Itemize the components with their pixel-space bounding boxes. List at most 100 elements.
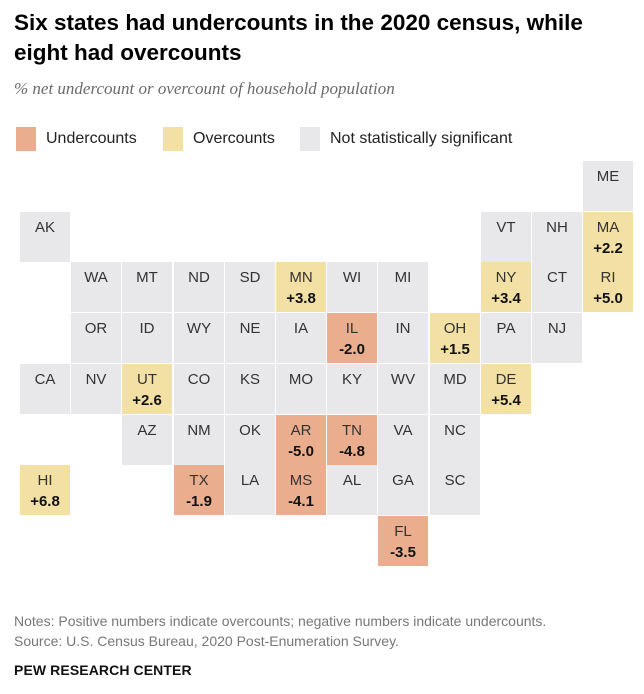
state-abbr: SD	[239, 269, 261, 286]
state-abbr: MO	[288, 371, 314, 388]
legend-label-overcounts: Overcounts	[193, 130, 275, 147]
state-abbr: IL	[345, 320, 359, 337]
state-tile-mn: MN +3.8	[276, 262, 326, 312]
state-tile-ms: MS -4.1	[276, 465, 326, 515]
legend-label-not-significant: Not statistically significant	[330, 130, 513, 147]
state-tile-ak: AK	[20, 212, 70, 262]
state-tile-ct: CT	[532, 262, 582, 312]
state-tile-ma: MA +2.2	[583, 212, 633, 262]
notes: Notes: Positive numbers indicate overcou…	[14, 611, 546, 651]
state-abbr: MS	[289, 472, 313, 489]
state-abbr: MN	[289, 269, 313, 286]
state-abbr: AK	[34, 219, 55, 236]
state-tile-co: CO	[174, 364, 224, 414]
state-tile-md: MD	[430, 364, 480, 414]
state-value: +1.5	[440, 341, 470, 358]
state-abbr: NE	[239, 320, 261, 337]
state-tile-wi: WI	[327, 262, 377, 312]
state-abbr: TX	[189, 472, 209, 489]
state-abbr: NM	[187, 422, 211, 439]
state-tile-ne: NE	[225, 313, 275, 363]
state-value: -1.9	[186, 493, 212, 510]
state-abbr: NV	[85, 371, 107, 388]
state-tile-or: OR	[71, 313, 121, 363]
state-abbr: CT	[547, 269, 567, 286]
state-abbr: LA	[240, 472, 260, 489]
state-abbr: NJ	[547, 320, 567, 337]
state-tile-oh: OH +1.5	[430, 313, 480, 363]
state-tile-al: AL	[327, 465, 377, 515]
state-abbr: ND	[188, 269, 210, 286]
state-abbr: WV	[390, 371, 416, 388]
state-value: -4.1	[288, 493, 314, 510]
state-value: +5.0	[593, 290, 623, 307]
state-tile-az: AZ	[122, 415, 172, 465]
state-abbr: OH	[443, 320, 467, 337]
state-tile-tx: TX -1.9	[174, 465, 224, 515]
source-text: Source: U.S. Census Bureau, 2020 Post-En…	[14, 633, 399, 649]
state-tile-pa: PA	[481, 313, 531, 363]
state-tile-in: IN	[378, 313, 428, 363]
state-value: -4.8	[339, 443, 365, 460]
state-abbr: MD	[443, 371, 467, 388]
state-tile-ar: AR -5.0	[276, 415, 326, 465]
state-tile-sc: SC	[430, 465, 480, 515]
state-abbr: FL	[394, 523, 412, 540]
state-abbr: IA	[293, 320, 309, 337]
state-tile-ny: NY +3.4	[481, 262, 531, 312]
state-tile-wv: WV	[378, 364, 428, 414]
state-tile-id: ID	[122, 313, 172, 363]
state-tile-fl: FL -3.5	[378, 516, 428, 566]
state-tile-hi: HI +6.8	[20, 465, 70, 515]
state-abbr: NY	[495, 269, 517, 286]
state-tile-ia: IA	[276, 313, 326, 363]
state-tile-nd: ND	[174, 262, 224, 312]
state-tile-nv: NV	[71, 364, 121, 414]
state-abbr: IN	[395, 320, 411, 337]
state-value: -5.0	[288, 443, 314, 460]
state-abbr: MA	[596, 219, 620, 236]
state-abbr: WI	[342, 269, 362, 286]
state-tile-wa: WA	[71, 262, 121, 312]
state-tile-nc: NC	[430, 415, 480, 465]
legend-swatch-overcounts	[163, 127, 183, 151]
state-tile-de: DE +5.4	[481, 364, 531, 414]
brand-logo-text: PEW RESEARCH CENTER	[14, 662, 192, 678]
state-tile-nm: NM	[174, 415, 224, 465]
state-tile-vt: VT	[481, 212, 531, 262]
state-abbr: HI	[37, 472, 53, 489]
state-abbr: GA	[392, 472, 414, 489]
state-value: -3.5	[390, 544, 416, 561]
state-abbr: CA	[34, 371, 56, 388]
state-tile-tn: TN -4.8	[327, 415, 377, 465]
state-abbr: VT	[496, 219, 516, 236]
state-tile-ut: UT +2.6	[122, 364, 172, 414]
state-abbr: VA	[393, 422, 413, 439]
state-tile-ok: OK	[225, 415, 275, 465]
state-tile-me: ME	[583, 161, 633, 211]
state-abbr: AZ	[137, 422, 157, 439]
state-tile-il: IL -2.0	[327, 313, 377, 363]
state-tile-sd: SD	[225, 262, 275, 312]
state-abbr: KY	[341, 371, 362, 388]
state-abbr: WY	[186, 320, 212, 337]
legend-label-undercounts: Undercounts	[46, 130, 137, 147]
state-tile-va: VA	[378, 415, 428, 465]
state-abbr: SC	[444, 472, 466, 489]
state-abbr: TN	[342, 422, 362, 439]
state-abbr: ME	[596, 168, 620, 185]
state-value: -2.0	[339, 341, 365, 358]
state-value: +3.8	[286, 290, 316, 307]
state-tile-la: LA	[225, 465, 275, 515]
state-abbr: AL	[342, 472, 362, 489]
state-tile-ks: KS	[225, 364, 275, 414]
state-tile-mo: MO	[276, 364, 326, 414]
state-tile-ca: CA	[20, 364, 70, 414]
state-tile-mt: MT	[122, 262, 172, 312]
state-abbr: OK	[239, 422, 261, 439]
state-tile-ky: KY	[327, 364, 377, 414]
state-abbr: UT	[137, 371, 157, 388]
legend-swatch-not-significant	[300, 127, 320, 151]
state-abbr: AR	[290, 422, 312, 439]
